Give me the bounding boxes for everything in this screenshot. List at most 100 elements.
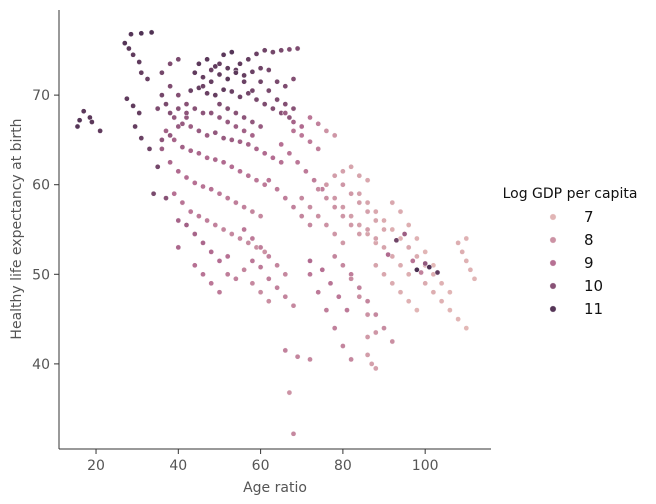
- data-point: [372, 311, 379, 318]
- data-point: [167, 83, 173, 90]
- data-point: [196, 128, 202, 134]
- data-point: [200, 83, 206, 90]
- data-point: [340, 343, 346, 349]
- data-point: [282, 101, 289, 107]
- data-point: [372, 365, 379, 372]
- data-point: [331, 231, 338, 237]
- data-point: [187, 208, 194, 215]
- data-point: [224, 76, 231, 82]
- points-layer: [74, 29, 478, 437]
- data-point: [414, 235, 420, 242]
- data-point: [237, 94, 243, 100]
- data-point: [220, 159, 227, 166]
- data-point: [261, 101, 268, 107]
- data-point: [422, 280, 429, 287]
- data-point: [224, 105, 231, 112]
- data-point: [208, 186, 215, 193]
- data-point: [257, 78, 264, 85]
- data-point: [307, 138, 313, 145]
- data-point: [187, 123, 194, 130]
- data-point: [257, 244, 264, 251]
- data-point: [323, 222, 330, 228]
- data-point: [459, 249, 466, 255]
- legend-label: 8: [584, 231, 594, 249]
- data-point: [138, 30, 145, 37]
- axes: 20 40 60 80 100 40 50 60 70 Age ratio Healthy l…: [9, 10, 491, 496]
- data-point: [163, 195, 169, 201]
- data-point: [278, 47, 285, 54]
- data-point: [356, 293, 363, 300]
- data-point: [175, 92, 182, 98]
- data-point: [171, 137, 178, 143]
- data-point: [397, 262, 404, 269]
- data-point: [220, 135, 227, 141]
- data-point: [228, 88, 235, 95]
- data-point: [228, 231, 235, 237]
- data-point: [265, 67, 272, 73]
- data-point: [183, 174, 190, 181]
- data-point: [150, 190, 157, 197]
- x-tick-label: 40: [169, 458, 187, 474]
- y-axis-title: Healthy life expectancy at birth: [9, 118, 25, 339]
- legend: Log GDP per capita 7 8 9 10 11: [503, 186, 638, 318]
- data-point: [315, 146, 322, 152]
- data-point: [389, 199, 396, 206]
- data-point: [216, 289, 223, 296]
- data-point: [364, 311, 371, 318]
- data-point: [331, 253, 338, 260]
- data-point: [265, 253, 272, 260]
- data-point: [196, 60, 202, 67]
- data-point: [130, 103, 136, 109]
- data-point: [298, 195, 305, 201]
- data-point: [401, 231, 408, 237]
- data-point: [364, 177, 371, 184]
- legend-label: 9: [584, 254, 594, 272]
- data-point: [154, 163, 161, 170]
- data-point: [405, 222, 412, 228]
- data-point: [187, 147, 194, 154]
- data-point: [167, 132, 173, 139]
- data-point: [121, 40, 128, 46]
- data-point: [126, 45, 132, 52]
- data-point: [212, 63, 219, 70]
- data-point: [138, 135, 145, 141]
- legend-label: 7: [584, 208, 594, 226]
- data-point: [340, 240, 346, 246]
- data-point: [331, 325, 338, 331]
- legend-marker: [549, 282, 557, 290]
- data-point: [372, 329, 379, 336]
- data-point: [200, 74, 206, 81]
- data-point: [253, 51, 260, 57]
- data-point: [340, 213, 346, 219]
- data-point: [286, 46, 293, 53]
- data-point: [463, 325, 470, 331]
- data-point: [245, 56, 252, 63]
- data-point: [257, 213, 264, 219]
- data-point: [270, 154, 276, 161]
- data-point: [191, 69, 198, 76]
- data-point: [200, 240, 206, 246]
- data-point: [220, 86, 227, 93]
- data-point: [179, 144, 186, 150]
- data-point: [74, 123, 81, 130]
- data-point: [372, 262, 379, 269]
- data-point: [356, 231, 363, 237]
- data-point: [372, 208, 379, 215]
- data-point: [434, 269, 441, 276]
- data-point: [290, 430, 297, 437]
- data-point: [298, 213, 305, 219]
- data-point: [208, 78, 215, 85]
- data-point: [163, 101, 169, 107]
- data-point: [298, 132, 305, 139]
- data-point: [200, 110, 206, 116]
- y-tick-label: 40: [32, 357, 50, 373]
- data-point: [241, 114, 247, 121]
- data-point: [154, 105, 161, 112]
- data-point: [307, 258, 313, 264]
- data-point: [323, 307, 330, 313]
- data-point: [265, 275, 272, 282]
- data-point: [381, 271, 387, 278]
- data-point: [208, 67, 215, 73]
- data-point: [257, 123, 264, 130]
- data-point: [261, 150, 268, 157]
